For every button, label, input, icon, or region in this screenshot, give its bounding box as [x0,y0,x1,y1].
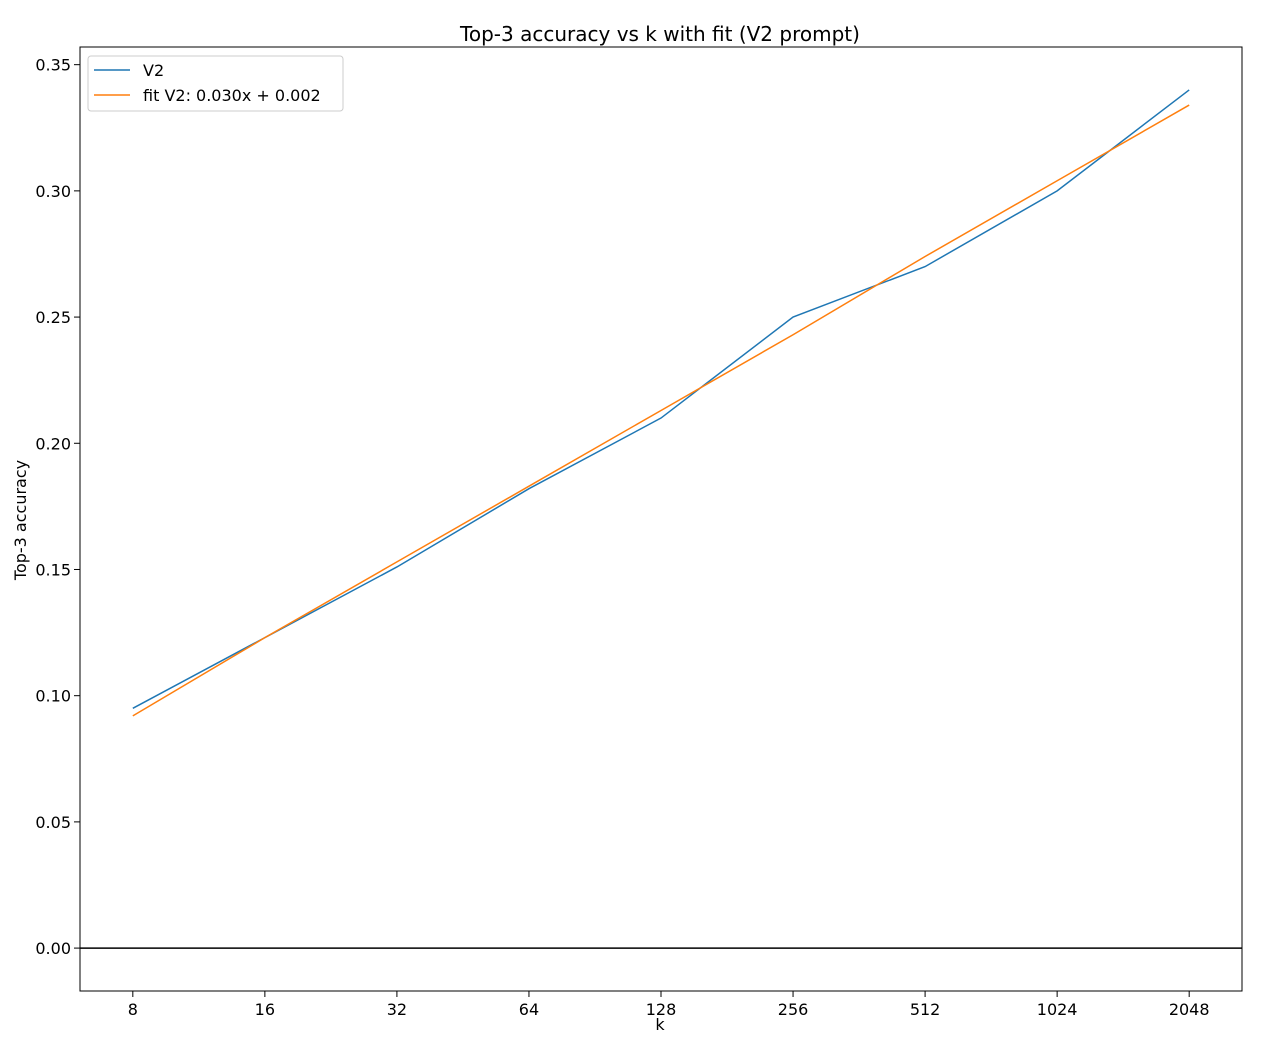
x-axis-label: k [655,1015,665,1034]
legend-box [87,55,344,112]
x-tick-label: 16 [255,1000,275,1019]
x-tick-label: 2048 [1169,1000,1210,1019]
x-tick-label: 8 [128,1000,138,1019]
x-tick-label: 256 [778,1000,809,1019]
x-tick-label: 64 [519,1000,539,1019]
y-tick-label: 0.00 [35,939,71,958]
series-layer [132,89,1190,717]
y-tick-label: 0.30 [35,182,71,201]
legend-label-fit: fit V2: 0.030x + 0.002 [143,86,321,105]
x-tick-label: 1024 [1037,1000,1078,1019]
x-axis: 8 16 32 64 128 256 512 1024 2048 [128,991,1210,1019]
x-tick-label: 32 [387,1000,407,1019]
x-tick-label: 128 [646,1000,677,1019]
y-tick-label: 0.25 [35,308,71,327]
y-tick-label: 0.05 [35,813,71,832]
chart-title: Top-3 accuracy vs k with fit (V2 prompt) [459,22,860,46]
y-tick-label: 0.10 [35,687,71,706]
series-line-v2 [132,89,1190,709]
legend-label-v2: V2 [143,61,164,80]
x-tick-label: 512 [910,1000,941,1019]
y-axis-label: Top-3 accuracy [11,460,30,581]
series-line-fit [132,104,1190,717]
y-tick-label: 0.20 [35,434,71,453]
y-tick-label: 0.35 [35,56,71,75]
y-axis: 0.00 0.05 0.10 0.15 0.20 0.25 0.30 0.35 [35,56,80,958]
legend: V2 fit V2: 0.030x + 0.002 [87,55,344,112]
y-tick-label: 0.15 [35,560,71,579]
